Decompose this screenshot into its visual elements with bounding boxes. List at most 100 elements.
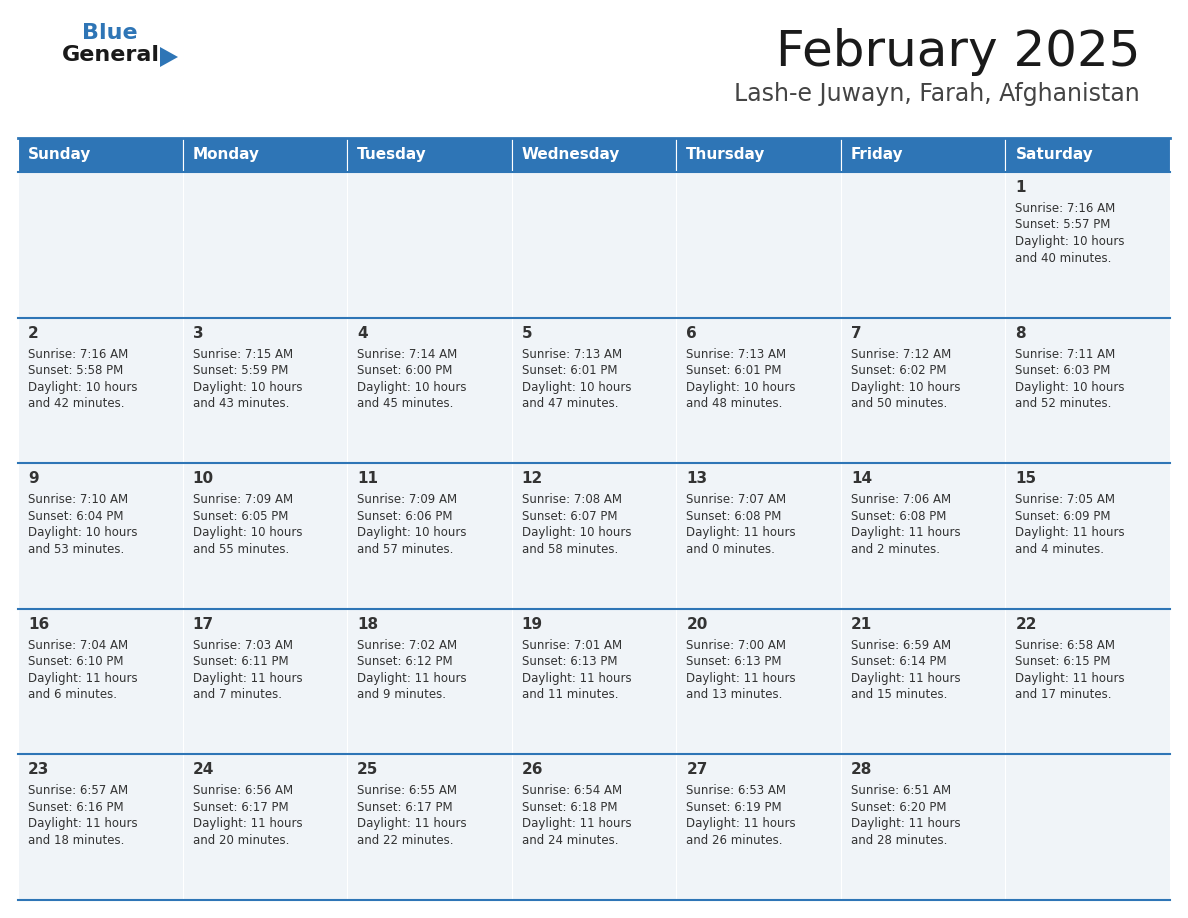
Text: Sunrise: 6:59 AM: Sunrise: 6:59 AM (851, 639, 950, 652)
Text: 18: 18 (358, 617, 378, 632)
Text: and 52 minutes.: and 52 minutes. (1016, 397, 1112, 410)
Bar (347, 318, 512, 464)
Text: and 6 minutes.: and 6 minutes. (29, 688, 116, 701)
Text: Sunset: 5:57 PM: Sunset: 5:57 PM (1016, 218, 1111, 231)
Text: Daylight: 11 hours: Daylight: 11 hours (29, 817, 138, 831)
Text: Sunrise: 7:12 AM: Sunrise: 7:12 AM (851, 348, 952, 361)
Text: Daylight: 11 hours: Daylight: 11 hours (687, 672, 796, 685)
Text: 26: 26 (522, 763, 543, 778)
Text: Sunday: Sunday (29, 148, 91, 162)
Text: Sunset: 6:14 PM: Sunset: 6:14 PM (851, 655, 947, 668)
Text: Sunrise: 7:09 AM: Sunrise: 7:09 AM (192, 493, 292, 506)
Text: 17: 17 (192, 617, 214, 632)
Text: 22: 22 (1016, 617, 1037, 632)
Text: General: General (62, 45, 160, 65)
Text: Daylight: 11 hours: Daylight: 11 hours (1016, 526, 1125, 539)
Text: and 40 minutes.: and 40 minutes. (1016, 252, 1112, 264)
Text: Sunrise: 7:11 AM: Sunrise: 7:11 AM (1016, 348, 1116, 361)
Bar (841, 172, 1005, 318)
Text: Sunset: 6:07 PM: Sunset: 6:07 PM (522, 509, 618, 522)
Text: Daylight: 11 hours: Daylight: 11 hours (687, 526, 796, 539)
Text: Sunrise: 6:58 AM: Sunrise: 6:58 AM (1016, 639, 1116, 652)
Text: Sunset: 6:06 PM: Sunset: 6:06 PM (358, 509, 453, 522)
Text: 2: 2 (29, 326, 39, 341)
Text: Daylight: 11 hours: Daylight: 11 hours (687, 817, 796, 831)
Bar (18, 172, 183, 318)
Text: Sunrise: 7:10 AM: Sunrise: 7:10 AM (29, 493, 128, 506)
Text: and 42 minutes.: and 42 minutes. (29, 397, 125, 410)
Bar (18, 755, 183, 900)
Text: and 0 minutes.: and 0 minutes. (687, 543, 775, 555)
Text: Sunset: 6:11 PM: Sunset: 6:11 PM (192, 655, 289, 668)
Text: 15: 15 (1016, 471, 1037, 487)
Bar (18, 464, 183, 609)
Text: Daylight: 11 hours: Daylight: 11 hours (522, 817, 631, 831)
Text: and 50 minutes.: and 50 minutes. (851, 397, 947, 410)
Text: Daylight: 10 hours: Daylight: 10 hours (192, 381, 302, 394)
Text: 4: 4 (358, 326, 368, 341)
Text: Sunset: 6:16 PM: Sunset: 6:16 PM (29, 800, 124, 814)
Text: and 17 minutes.: and 17 minutes. (1016, 688, 1112, 701)
Text: 12: 12 (522, 471, 543, 487)
Bar (676, 609, 841, 755)
Text: Daylight: 10 hours: Daylight: 10 hours (851, 381, 960, 394)
Bar (18, 318, 183, 464)
Text: Daylight: 11 hours: Daylight: 11 hours (1016, 672, 1125, 685)
Text: Sunrise: 6:55 AM: Sunrise: 6:55 AM (358, 784, 457, 798)
Text: and 22 minutes.: and 22 minutes. (358, 834, 454, 847)
Text: Daylight: 10 hours: Daylight: 10 hours (358, 526, 467, 539)
Text: Sunset: 6:08 PM: Sunset: 6:08 PM (851, 509, 946, 522)
Text: Lash-e Juwayn, Farah, Afghanistan: Lash-e Juwayn, Farah, Afghanistan (734, 82, 1140, 106)
Bar (347, 464, 512, 609)
Text: Tuesday: Tuesday (358, 148, 426, 162)
Text: 21: 21 (851, 617, 872, 632)
Bar (512, 609, 676, 755)
Bar (512, 172, 676, 318)
Text: Daylight: 11 hours: Daylight: 11 hours (522, 672, 631, 685)
Bar (1005, 464, 1170, 609)
Text: Sunrise: 6:51 AM: Sunrise: 6:51 AM (851, 784, 950, 798)
Text: Sunset: 6:03 PM: Sunset: 6:03 PM (1016, 364, 1111, 377)
Text: and 26 minutes.: and 26 minutes. (687, 834, 783, 847)
Text: and 24 minutes.: and 24 minutes. (522, 834, 618, 847)
Polygon shape (160, 47, 178, 67)
Text: Sunrise: 7:04 AM: Sunrise: 7:04 AM (29, 639, 128, 652)
Bar (676, 755, 841, 900)
Text: Daylight: 10 hours: Daylight: 10 hours (522, 526, 631, 539)
Bar (1005, 172, 1170, 318)
Text: and 2 minutes.: and 2 minutes. (851, 543, 940, 555)
Text: and 58 minutes.: and 58 minutes. (522, 543, 618, 555)
Text: Sunset: 6:02 PM: Sunset: 6:02 PM (851, 364, 947, 377)
Text: Sunset: 6:05 PM: Sunset: 6:05 PM (192, 509, 287, 522)
Bar (512, 318, 676, 464)
Text: Sunrise: 7:08 AM: Sunrise: 7:08 AM (522, 493, 621, 506)
Text: Thursday: Thursday (687, 148, 765, 162)
Bar (183, 172, 347, 318)
Text: Daylight: 11 hours: Daylight: 11 hours (851, 817, 960, 831)
Text: Sunset: 6:18 PM: Sunset: 6:18 PM (522, 800, 618, 814)
Text: Sunset: 6:13 PM: Sunset: 6:13 PM (687, 655, 782, 668)
Text: Daylight: 11 hours: Daylight: 11 hours (192, 672, 302, 685)
Text: 9: 9 (29, 471, 39, 487)
Text: Sunrise: 7:02 AM: Sunrise: 7:02 AM (358, 639, 457, 652)
Text: 8: 8 (1016, 326, 1026, 341)
Text: and 11 minutes.: and 11 minutes. (522, 688, 618, 701)
Text: Sunrise: 7:09 AM: Sunrise: 7:09 AM (358, 493, 457, 506)
Bar (512, 755, 676, 900)
Bar (676, 318, 841, 464)
Text: Daylight: 10 hours: Daylight: 10 hours (192, 526, 302, 539)
Bar (183, 464, 347, 609)
Text: 7: 7 (851, 326, 861, 341)
Text: Blue: Blue (82, 23, 138, 43)
Text: and 9 minutes.: and 9 minutes. (358, 688, 447, 701)
Text: and 47 minutes.: and 47 minutes. (522, 397, 618, 410)
Text: Sunrise: 7:03 AM: Sunrise: 7:03 AM (192, 639, 292, 652)
Bar (183, 318, 347, 464)
Text: Sunrise: 7:13 AM: Sunrise: 7:13 AM (522, 348, 621, 361)
Text: Sunrise: 6:53 AM: Sunrise: 6:53 AM (687, 784, 786, 798)
Text: 3: 3 (192, 326, 203, 341)
Text: Daylight: 10 hours: Daylight: 10 hours (29, 526, 138, 539)
Text: Sunset: 6:12 PM: Sunset: 6:12 PM (358, 655, 453, 668)
Text: Daylight: 10 hours: Daylight: 10 hours (687, 381, 796, 394)
Text: 16: 16 (29, 617, 49, 632)
